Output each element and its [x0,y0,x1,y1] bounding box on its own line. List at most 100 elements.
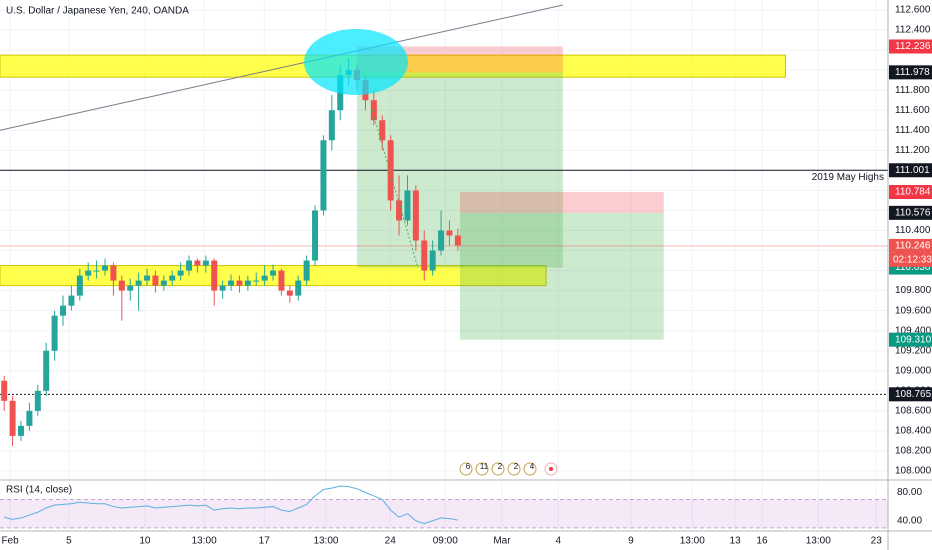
x-tick-label: 09:00 [433,536,458,547]
event-count: 4 [530,462,535,471]
rsi-tick-label: 40.00 [897,515,922,526]
x-tick-label: 13:00 [313,536,338,547]
y-tick-label: 111.200 [895,145,930,156]
candle-body [144,275,151,281]
y-tick-label: 108.200 [895,446,932,457]
y-tick-label: 111.600 [895,105,930,116]
price-axis-bg [888,0,932,550]
event-badge [491,462,505,476]
event-count: 2 [514,462,519,471]
x-tick-label: 13:00 [806,536,831,547]
y-tick-label: 108.600 [895,405,932,416]
candle-body [429,250,436,271]
price-label: 110.784 [895,187,931,198]
candle-body [404,190,411,221]
candle-layer [1,58,461,525]
x-tick-label: 4 [555,536,561,547]
y-tick-label: 109.800 [895,285,932,296]
x-tick-label: 23 [871,536,883,547]
price-label-bg [889,205,932,220]
x-tick-label: 24 [385,536,397,547]
x-tick-label: Mar [493,536,511,547]
price-label: 109.310 [895,334,932,345]
candle-body [253,280,260,282]
projection-line [371,109,419,269]
candle-body [320,140,327,211]
price-label-bg [889,387,932,402]
event-dot-core [549,467,553,471]
candle-body [160,280,167,286]
candle-body [379,120,386,141]
candle-body [261,275,268,281]
y-tick-label: 112.400 [895,25,931,36]
y-tick-label: 111.400 [895,125,930,136]
candle-body [278,270,285,291]
candle-body [446,230,453,236]
candle-body [118,280,125,291]
y-tick-label: 109.600 [895,305,932,316]
y-tick-label: 111.800 [895,85,930,96]
candle-body [102,265,109,271]
candle-body [219,285,226,291]
x-tick-label: 10 [139,536,151,547]
x-tick-label: 16 [756,536,768,547]
countdown: 02:12:33 [893,255,932,266]
price-label-bg [889,238,932,253]
candle-body [76,275,83,296]
event-badge [507,462,521,476]
candle-body [127,285,134,291]
price-label: 110.030 [895,262,931,273]
candle-body [228,280,235,286]
chart-title: U.S. Dollar / Japanese Yen, 240, OANDA [6,6,189,17]
candle-body [26,410,33,426]
candle-body [169,275,176,281]
y-tick-label: 109.000 [895,365,932,376]
candle-body [295,280,302,296]
candle-body [110,265,117,281]
price-label-bg [889,39,932,54]
candle-body [9,400,16,436]
x-tick-label: 13:00 [680,536,705,547]
candle-body [244,280,251,286]
candle-body [454,235,461,246]
rsi-tick-label: 80.00 [897,487,922,498]
candle-body [412,190,419,241]
y-tick-label: 109.200 [895,345,932,356]
candle-body [34,390,41,411]
x-tick-label: Feb [1,536,19,547]
x-tick-label: 9 [628,536,634,547]
candle-body [194,260,201,266]
candle-body [43,350,50,391]
candle-body [177,270,184,276]
line-label: 2019 May Highs [812,172,884,183]
candle-body [396,200,403,221]
trend-line [0,4,563,131]
overlay-layer: 6 11 2 2 4 [304,29,558,476]
price-label: 108.765 [895,389,932,400]
y-tick-label: 109.400 [895,325,932,336]
candle-body [236,280,243,286]
rsi-line [4,485,458,525]
candle-body [18,425,25,436]
target-zone [459,212,664,340]
price-label-bg [889,185,932,199]
candle-body [93,270,100,272]
event-badge [523,462,537,476]
x-tick-label: 13:00 [192,536,217,547]
y-tick-label: 108.400 [895,426,932,437]
price-label-bg [889,65,932,80]
x-tick-label: 13 [730,536,742,547]
candle-body [60,305,67,316]
candle-body [68,295,75,306]
background-layer: 2019 May Highs [0,0,888,530]
candle-body [135,280,142,286]
candle-body [152,275,159,286]
event-badge [475,462,489,476]
x-tick-label: 17 [259,536,271,547]
price-label: 112.236 [895,41,931,52]
candle-body [438,230,445,251]
candle-body [51,315,58,351]
